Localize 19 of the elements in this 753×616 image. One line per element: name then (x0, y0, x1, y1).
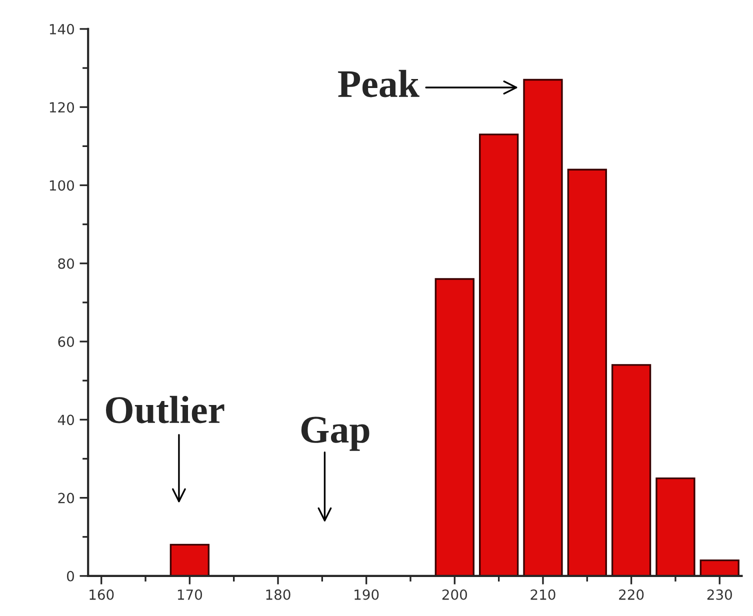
x-tick-label: 170 (178, 589, 202, 600)
y-tick-label: 140 (50, 24, 74, 34)
x-tick-label: 230 (707, 589, 732, 600)
x-tick-label: 220 (619, 589, 644, 600)
y-tick-label: 20 (58, 492, 74, 504)
y-tick-label: 60 (58, 336, 74, 347)
annotation: Outlier (106, 396, 224, 424)
y-tick-label: 120 (50, 102, 74, 113)
x-tick-label: 200 (442, 589, 467, 600)
x-tick-label: 160 (90, 589, 114, 600)
x-tick-label: 210 (530, 589, 556, 600)
y-tick-label: 40 (58, 414, 74, 426)
annotation: Gap (301, 416, 370, 451)
y-tick-label: 100 (50, 180, 74, 191)
x-tick-label: 190 (354, 589, 379, 600)
x-tick-label: 180 (266, 589, 290, 600)
annotation: Peak (338, 70, 420, 98)
y-tick-label: 0 (66, 570, 74, 582)
y-tick-label: 80 (58, 258, 74, 269)
